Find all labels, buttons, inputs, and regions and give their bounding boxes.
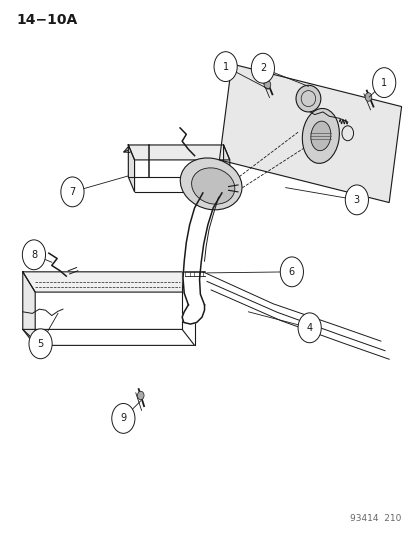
Circle shape [280, 257, 303, 287]
Text: 4: 4 [306, 323, 312, 333]
Text: 1: 1 [380, 78, 386, 87]
Circle shape [364, 93, 371, 101]
Text: 8: 8 [31, 250, 37, 260]
Circle shape [251, 53, 274, 83]
Text: 3: 3 [353, 195, 359, 205]
Circle shape [137, 391, 144, 400]
Ellipse shape [310, 121, 330, 151]
Circle shape [112, 403, 135, 433]
Ellipse shape [295, 85, 320, 112]
Polygon shape [23, 272, 35, 341]
Text: 6: 6 [288, 267, 294, 277]
Polygon shape [223, 145, 229, 192]
Text: 93414  210: 93414 210 [349, 514, 401, 523]
Ellipse shape [191, 168, 234, 204]
Polygon shape [182, 193, 221, 324]
Circle shape [297, 313, 320, 343]
Polygon shape [23, 272, 194, 292]
Text: 1: 1 [222, 62, 228, 71]
Circle shape [61, 177, 84, 207]
Circle shape [263, 80, 270, 89]
Ellipse shape [301, 108, 339, 164]
Text: 9: 9 [120, 414, 126, 423]
Text: 5: 5 [37, 339, 44, 349]
Circle shape [22, 240, 45, 270]
Text: 14−10A: 14−10A [17, 13, 78, 27]
Text: 2: 2 [259, 63, 266, 73]
Polygon shape [128, 145, 134, 192]
Ellipse shape [180, 158, 242, 210]
Circle shape [29, 329, 52, 359]
Polygon shape [128, 145, 229, 160]
Text: 7: 7 [69, 187, 76, 197]
Circle shape [344, 185, 368, 215]
Circle shape [214, 52, 237, 82]
Polygon shape [219, 64, 401, 203]
Circle shape [372, 68, 395, 98]
